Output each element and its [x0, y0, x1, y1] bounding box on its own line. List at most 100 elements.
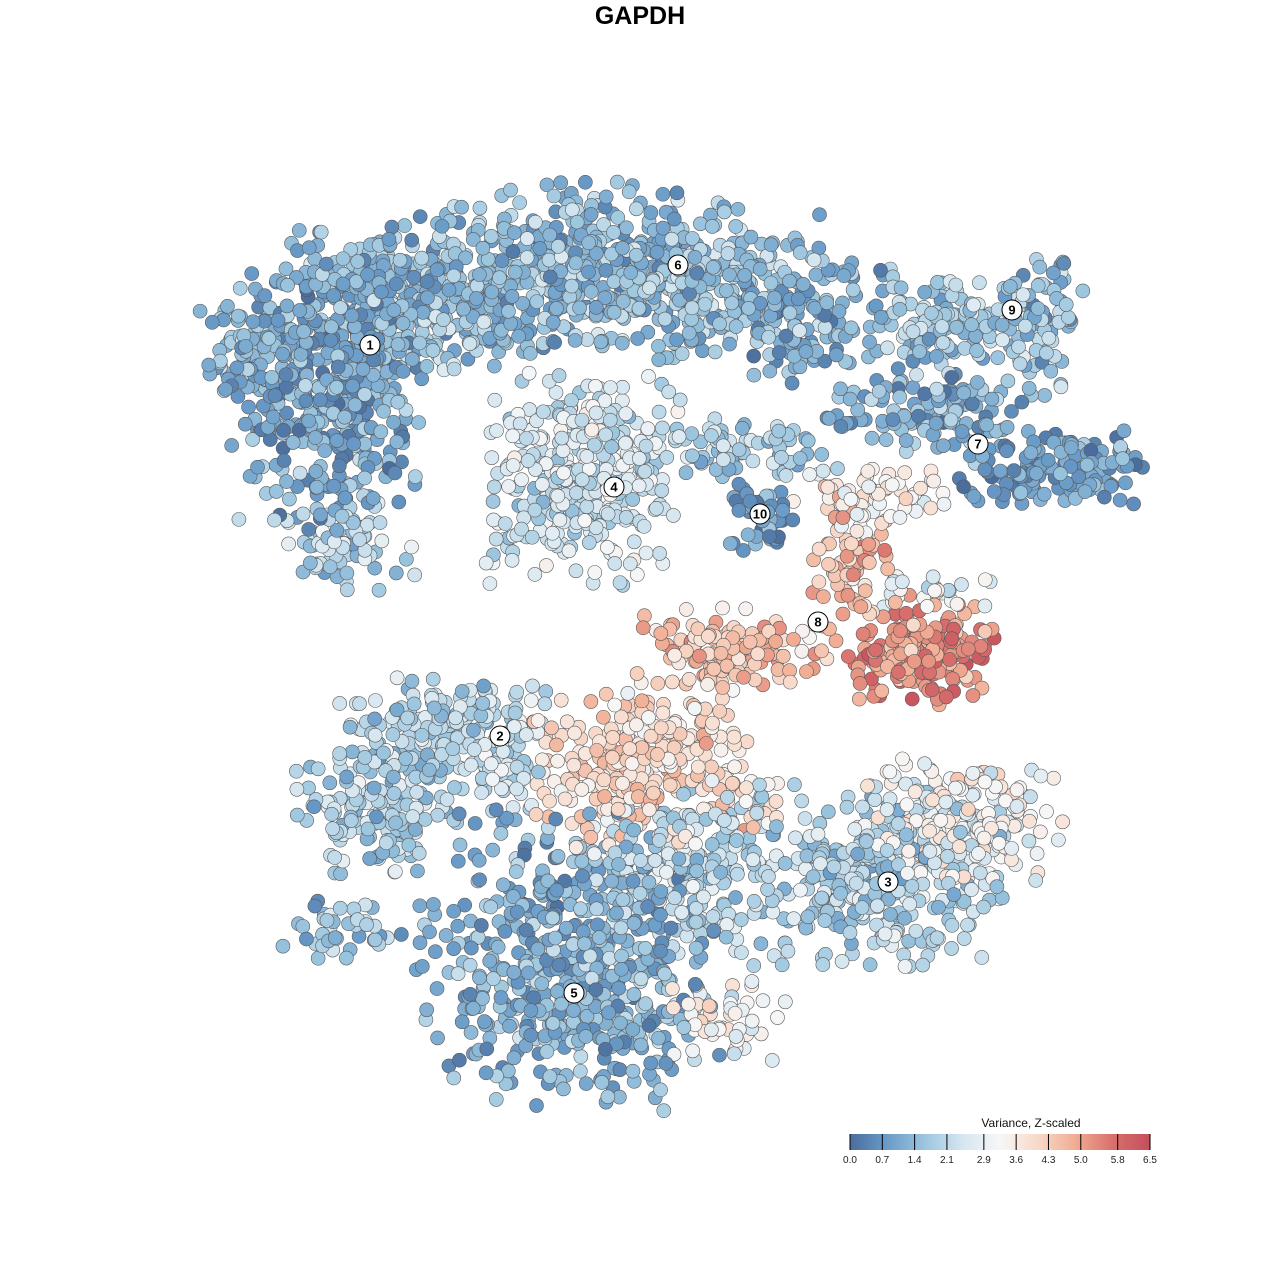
data-point: [854, 900, 870, 915]
data-point: [472, 872, 487, 888]
data-point: [505, 458, 521, 473]
data-point: [681, 325, 697, 341]
data-point: [452, 1052, 467, 1068]
data-point: [797, 811, 813, 826]
data-point: [295, 506, 311, 522]
data-point: [719, 283, 734, 298]
data-point: [317, 443, 332, 458]
data-point: [603, 380, 618, 395]
data-point: [839, 799, 855, 815]
data-point: [478, 1065, 494, 1081]
data-point: [655, 186, 671, 202]
data-point: [507, 705, 523, 721]
data-point: [281, 536, 296, 552]
data-point: [466, 742, 482, 757]
data-point: [973, 639, 989, 654]
data-point: [332, 696, 347, 711]
data-point: [489, 423, 504, 438]
data-point: [550, 848, 566, 864]
data-point: [426, 700, 442, 716]
data-point: [669, 185, 685, 201]
data-point: [397, 218, 412, 233]
data-point: [944, 370, 959, 385]
data-point: [738, 794, 754, 809]
data-point: [411, 845, 427, 861]
data-point: [529, 1098, 544, 1113]
data-point: [1039, 804, 1054, 819]
data-point: [333, 866, 348, 882]
data-point: [429, 262, 445, 278]
data-point: [1056, 256, 1072, 271]
data-point: [936, 496, 952, 512]
data-point: [902, 896, 918, 912]
data-point: [299, 931, 314, 947]
data-point: [546, 188, 562, 204]
data-point: [897, 465, 913, 480]
data-point: [583, 207, 599, 222]
data-point: [419, 359, 435, 374]
data-point: [1014, 394, 1030, 410]
data-point: [701, 998, 717, 1014]
data-point: [324, 806, 339, 822]
data-point: [1053, 466, 1068, 482]
data-point: [743, 229, 759, 245]
data-point: [1023, 445, 1039, 460]
data-point: [782, 273, 797, 289]
data-point: [367, 727, 383, 743]
data-point: [425, 343, 441, 358]
data-point: [606, 304, 622, 320]
data-point: [730, 866, 745, 882]
data-point: [925, 569, 941, 585]
data-point: [450, 853, 466, 869]
data-point: [619, 220, 634, 236]
data-point: [742, 634, 758, 650]
data-point: [502, 1018, 517, 1034]
data-point: [666, 508, 681, 523]
data-point: [463, 757, 479, 773]
data-point: [534, 477, 550, 492]
data-point: [894, 574, 910, 590]
data-point: [911, 408, 926, 424]
data-point: [834, 954, 850, 969]
data-point: [450, 966, 466, 981]
data-point: [561, 543, 577, 559]
data-point: [883, 907, 898, 922]
data-point: [799, 848, 815, 864]
data-point: [956, 931, 972, 946]
data-point: [814, 447, 829, 462]
data-point: [597, 789, 612, 804]
data-point: [726, 729, 742, 745]
data-point: [640, 421, 656, 436]
data-point: [704, 759, 719, 775]
data-point: [278, 261, 294, 277]
data-point: [279, 298, 295, 314]
data-point: [817, 913, 833, 928]
data-point: [979, 417, 994, 433]
data-point: [474, 785, 489, 800]
data-point: [659, 864, 674, 880]
data-point: [724, 295, 740, 311]
data-point: [1037, 388, 1052, 403]
data-point: [319, 913, 335, 928]
data-point: [734, 420, 750, 436]
data-point: [830, 461, 845, 476]
data-point: [523, 1027, 539, 1043]
data-point: [1126, 496, 1141, 512]
data-point: [833, 419, 849, 434]
data-point: [335, 251, 351, 266]
data-point: [737, 268, 752, 283]
data-point: [723, 536, 738, 551]
data-point: [630, 331, 645, 346]
data-point: [650, 676, 666, 691]
data-point: [1055, 814, 1070, 830]
data-point: [535, 404, 551, 420]
data-point: [460, 351, 476, 367]
data-point: [232, 280, 248, 296]
data-point: [611, 857, 626, 872]
data-point: [415, 305, 431, 320]
data-point: [204, 315, 220, 330]
data-point: [643, 1055, 659, 1071]
data-point: [956, 894, 972, 909]
data-point: [891, 664, 906, 680]
data-point: [655, 420, 670, 436]
